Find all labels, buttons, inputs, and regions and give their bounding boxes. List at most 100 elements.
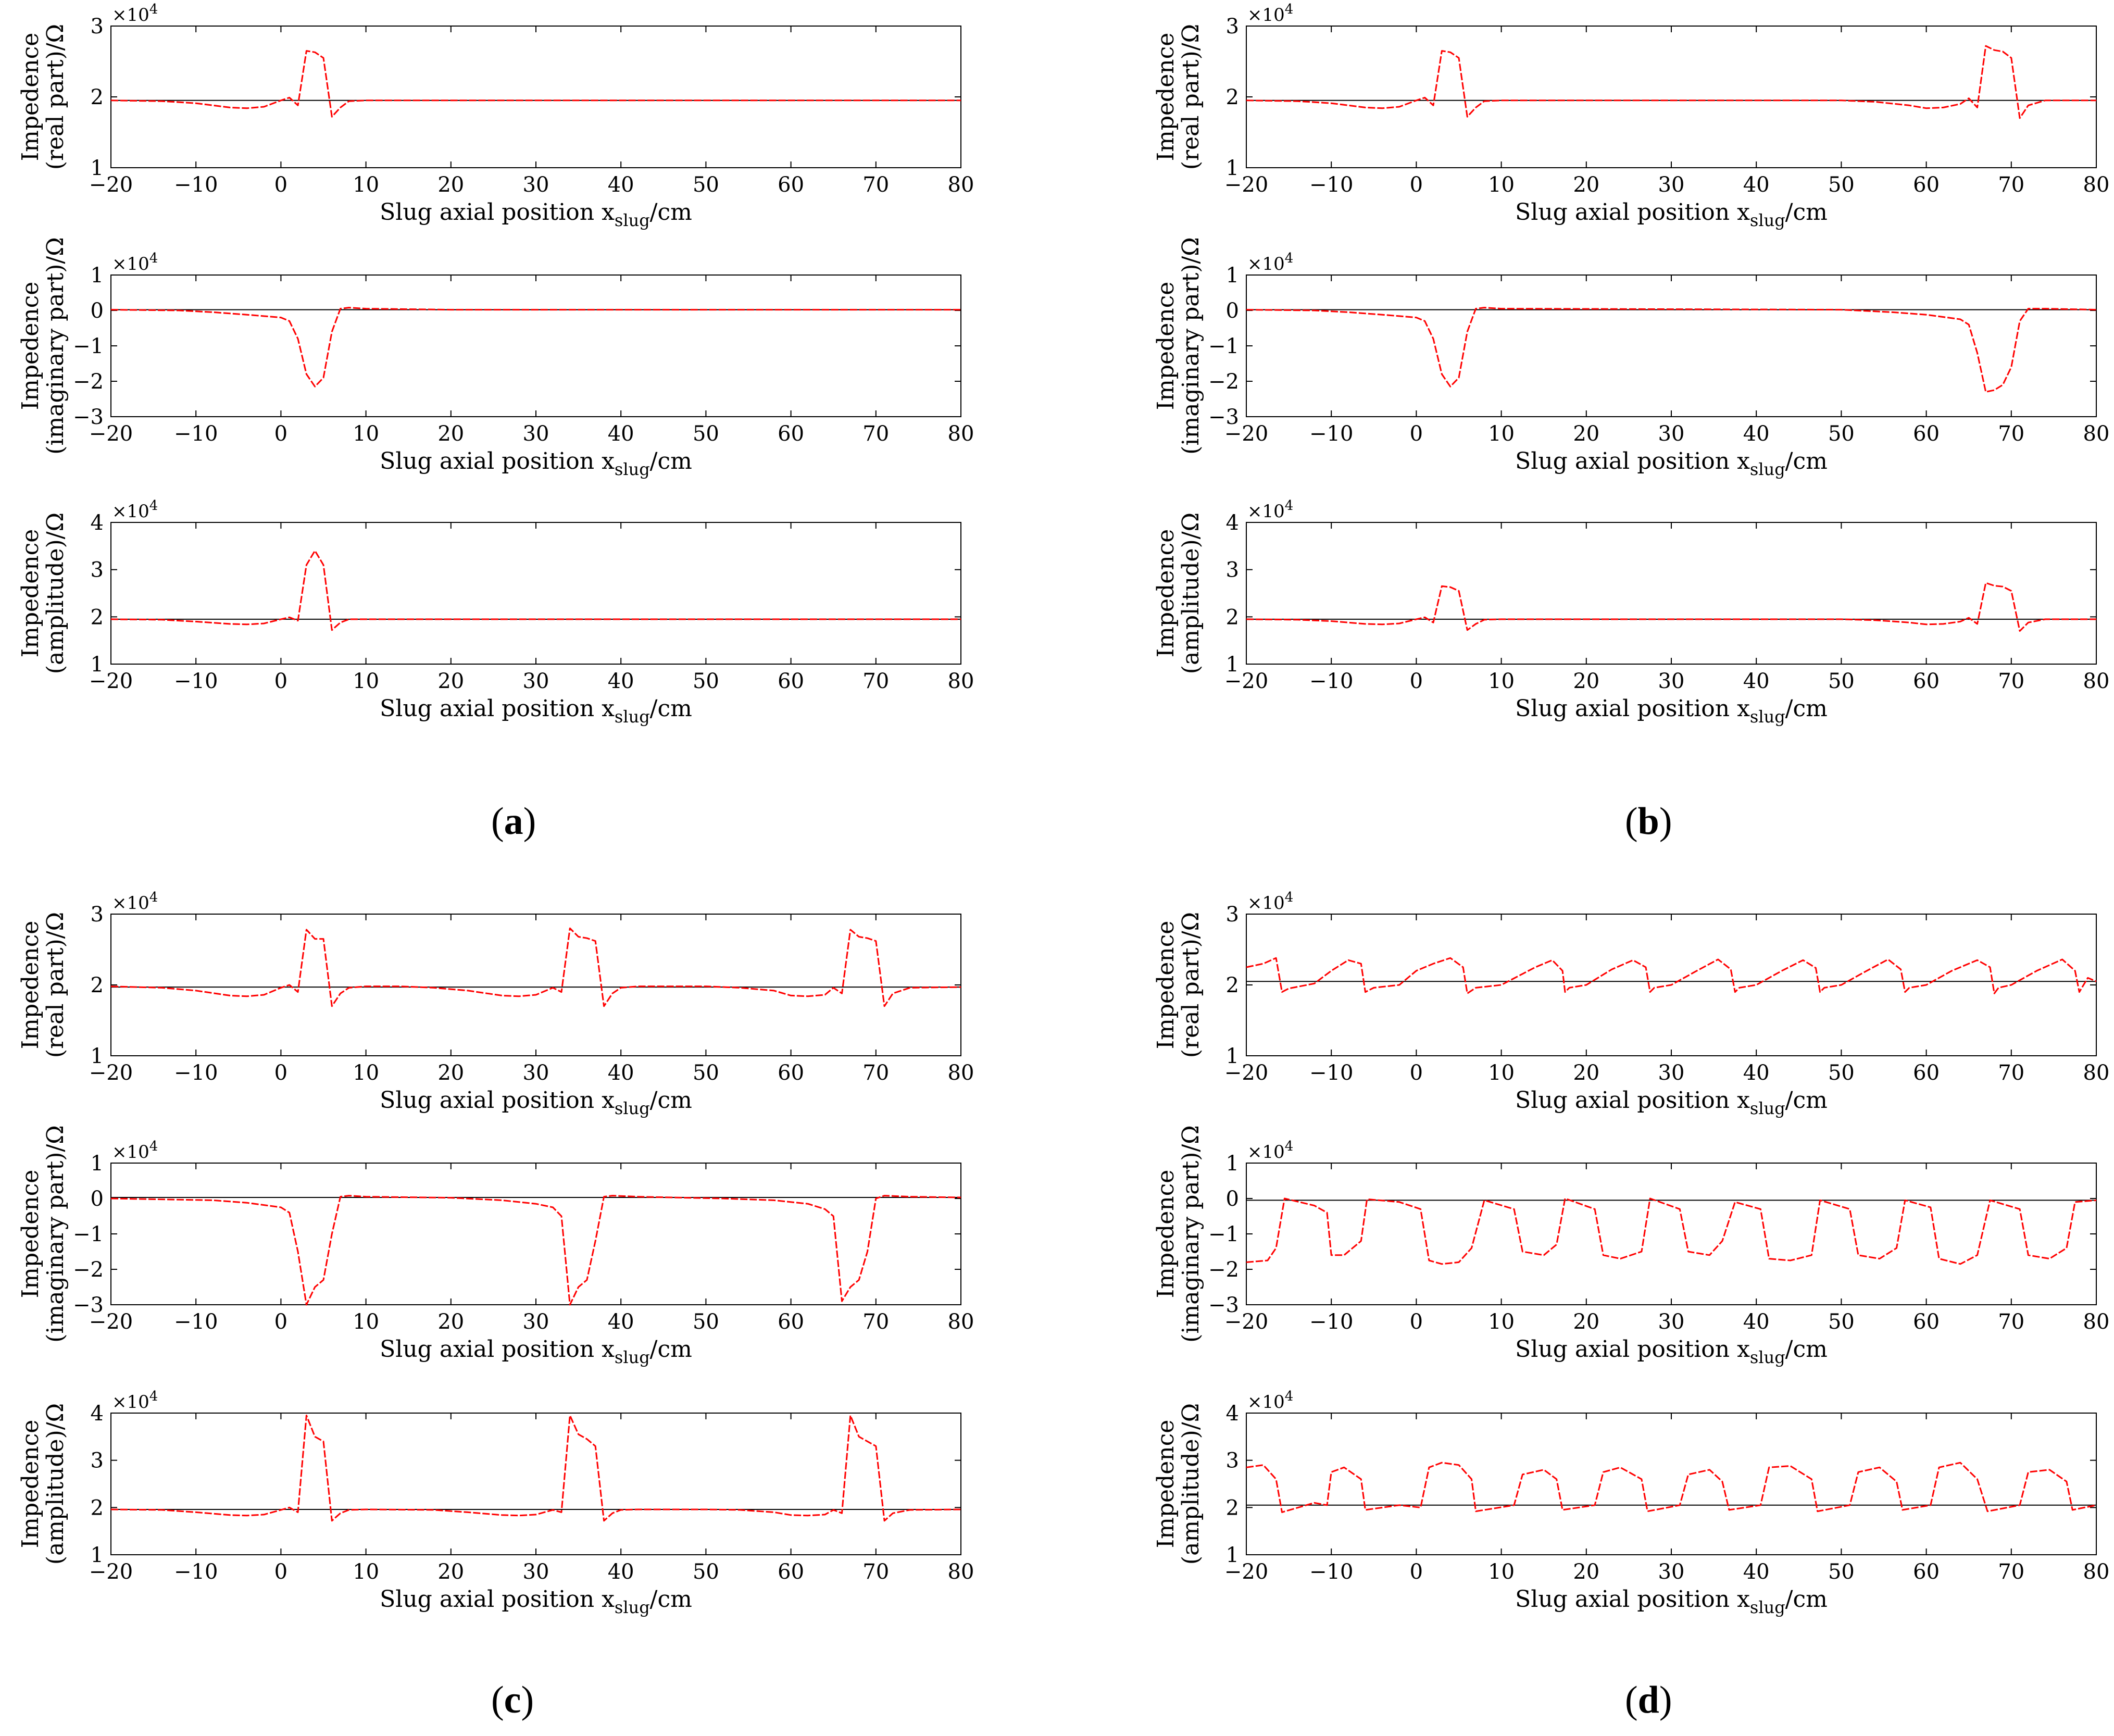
x-tick-label: 30: [1658, 669, 1685, 693]
x-tick-label: 70: [862, 173, 889, 197]
x-tick-label: 0: [1410, 422, 1423, 446]
x-tick-label: 20: [1573, 1061, 1599, 1085]
x-tick-label: 40: [1743, 669, 1770, 693]
x-tick-label: 80: [948, 173, 974, 197]
y-tick-label: 1: [1226, 1543, 1239, 1567]
y-axis-label-line2: (real part)/Ω: [42, 24, 69, 170]
x-tick-label: 70: [862, 669, 889, 693]
x-tick-label: 0: [1410, 1560, 1423, 1584]
x-tick-label: 10: [1488, 1560, 1515, 1584]
x-tick-label: 0: [274, 173, 287, 197]
y-tick-label: 2: [91, 605, 104, 629]
x-axis-label-unit: /cm: [1785, 1586, 1828, 1613]
x-tick-label: −20: [89, 173, 133, 197]
y-axis-label-line1: Impedence: [1153, 33, 1179, 161]
y-tick-label: 2: [91, 973, 104, 997]
axes-frame: [110, 914, 961, 1056]
x-axis-label: Slug axial position xslug/cm: [1515, 448, 1828, 479]
x-tick-label: 0: [274, 1310, 287, 1334]
x-axis-label-subscript: slug: [1750, 1347, 1785, 1367]
x-tick-label: 20: [437, 422, 464, 446]
exponent-label: ×104: [1247, 251, 1293, 274]
y-axis-label-line1: Impedence: [17, 282, 44, 410]
exponent-label: ×104: [112, 2, 158, 26]
subplot-d-2: −20 −10 0 10 20 30 40 50 60 70 80−3−2−101 ×104Slug …: [1153, 1125, 2109, 1367]
x-tick-label: 40: [608, 1061, 634, 1085]
x-tick-label: 10: [353, 173, 379, 197]
x-tick-label: 0: [1410, 1310, 1423, 1334]
x-axis-label-unit: /cm: [1785, 448, 1828, 474]
x-tick-label: 70: [1998, 669, 2024, 693]
axes-frame: [110, 274, 961, 417]
exponent-power: 4: [1285, 1139, 1294, 1154]
panel-label-a: (a): [491, 800, 536, 843]
y-tick-label: 3: [1226, 1449, 1239, 1473]
x-tick-label: 10: [1488, 669, 1515, 693]
y-tick-label: 1: [1226, 264, 1239, 288]
exponent-power: 4: [1285, 251, 1294, 266]
y-axis-label-line1: Impedence: [1153, 282, 1179, 410]
x-tick-label: 50: [693, 173, 719, 197]
exponent-power: 4: [149, 2, 158, 17]
x-tick-label: −10: [174, 422, 218, 446]
y-tick-label: 0: [91, 299, 104, 323]
x-axis-label-subscript: slug: [615, 210, 650, 230]
x-tick-label: −20: [1224, 1560, 1268, 1584]
x-tick-label: 60: [1913, 173, 1940, 197]
x-tick-label: −20: [89, 669, 133, 693]
y-tick-label: 2: [91, 85, 104, 109]
x-tick-label: 80: [2083, 1061, 2110, 1085]
x-axis-label-subscript: slug: [1750, 210, 1785, 230]
x-tick-label: 0: [1410, 173, 1423, 197]
x-tick-label: 70: [862, 1310, 889, 1334]
x-axis-label: Slug axial position xslug/cm: [1515, 695, 1828, 727]
x-tick-label: 30: [523, 1061, 549, 1085]
x-tick-label: 30: [523, 1560, 549, 1584]
x-tick-label: 0: [1410, 1061, 1423, 1085]
x-tick-label: −10: [174, 173, 218, 197]
y-tick-label: 0: [91, 1187, 104, 1211]
y-tick-label: 0: [1226, 299, 1239, 323]
x-tick-label: 40: [608, 173, 634, 197]
y-axis-label-line2: (amplitude)/Ω: [1178, 513, 1204, 674]
x-tick-label: 0: [274, 422, 287, 446]
x-tick-label: 80: [948, 1560, 974, 1584]
x-tick-label: 80: [2083, 1560, 2110, 1584]
exponent-label: ×104: [1247, 1389, 1293, 1413]
y-tick-label: −2: [1208, 1258, 1239, 1282]
axes-frame: [110, 1413, 961, 1555]
impedance-curve: [110, 549, 961, 631]
x-tick-label: 0: [274, 1061, 287, 1085]
y-tick-label: −1: [73, 1222, 104, 1246]
x-tick-label: 40: [608, 1560, 634, 1584]
x-tick-label: 50: [693, 1560, 719, 1584]
x-tick-label: 40: [608, 1310, 634, 1334]
exponent-label: ×104: [112, 1139, 158, 1163]
impedance-curve: [110, 50, 961, 118]
x-tick-label: −10: [1309, 1560, 1353, 1584]
x-tick-label: 20: [1573, 1310, 1599, 1334]
x-tick-label: 20: [1573, 422, 1599, 446]
x-tick-label: 0: [1410, 669, 1423, 693]
x-tick-label: 40: [1743, 422, 1770, 446]
x-tick-label: −10: [174, 1061, 218, 1085]
x-tick-label: 80: [2083, 173, 2110, 197]
x-tick-label: 50: [693, 1061, 719, 1085]
x-tick-label: 50: [1828, 1061, 1855, 1085]
x-axis-label-subscript: slug: [615, 1098, 650, 1118]
y-axis-label-line1: Impedence: [1153, 921, 1179, 1050]
y-axis-label-line2: (amplitude)/Ω: [42, 1403, 69, 1565]
y-axis-label-line2: (imaginary part)/Ω: [42, 237, 69, 454]
subplot-d-1: −20 −10 0 10 20 30 40 50 60 70 80 1 2 3 ×104 Slug axial…: [1153, 890, 2109, 1118]
impedance-curve: [1246, 307, 2097, 393]
axes-frame: [110, 26, 961, 168]
exponent-power: 4: [149, 251, 158, 266]
y-tick-label: −3: [73, 405, 104, 429]
y-axis-label-line2: (real part)/Ω: [1178, 24, 1204, 170]
x-tick-label: −10: [1309, 1310, 1353, 1334]
x-tick-label: 10: [353, 1560, 379, 1584]
x-tick-label: 10: [1488, 422, 1515, 446]
